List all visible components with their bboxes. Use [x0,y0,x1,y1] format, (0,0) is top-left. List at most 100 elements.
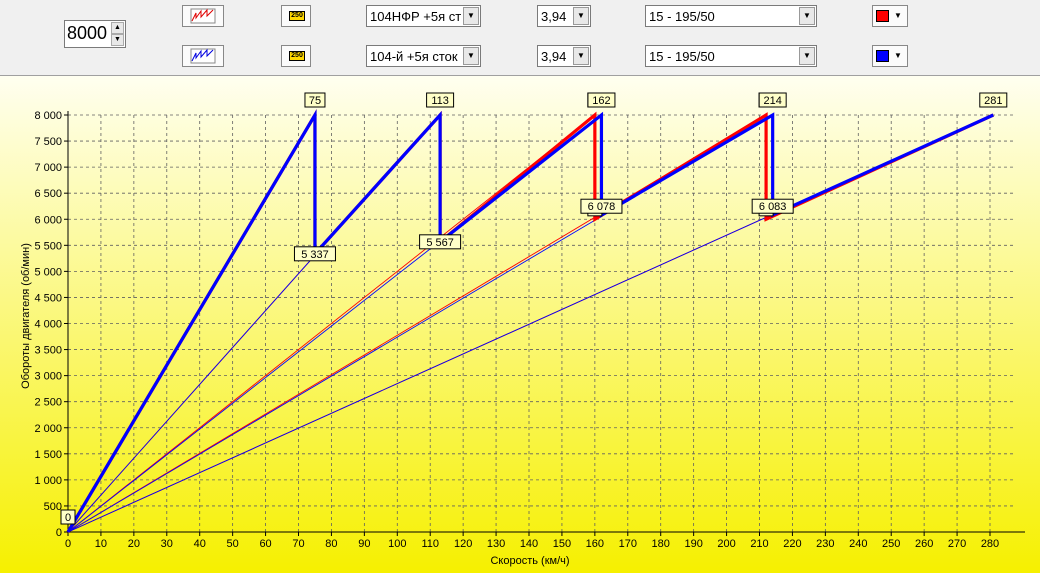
x-tick-label: 280 [981,538,999,550]
chart-background [0,76,1040,573]
gearbox-value-row1: 104НФР +5я ст [370,9,462,24]
x-tick-label: 70 [292,538,304,550]
tyre-value-row1: 15 - 195/50 [649,9,715,24]
max-rpm-spinner[interactable]: 8000 ▲ ▼ [64,20,126,48]
tyre-select-row1[interactable]: 15 - 195/50 ▼ [645,5,817,27]
x-tick-label: 120 [454,538,472,550]
y-tick-label: 2 000 [34,423,62,435]
data-label: 75 [304,92,326,108]
data-label-text: 214 [763,95,781,107]
x-tick-label: 180 [652,538,670,550]
ratio-line [67,114,596,533]
graph-button-row1[interactable] [182,5,224,27]
chevron-down-icon: ▼ [463,47,479,65]
y-tick-label: 4 500 [34,292,62,304]
y-tick-label: 8 000 [34,110,62,122]
x-tick-label: 30 [161,538,173,550]
chevron-down-icon: ▼ [799,47,815,65]
max-rpm-value: 8000 [67,23,108,43]
data-label-text: 281 [984,95,1002,107]
y-tick-label: 2 500 [34,397,62,409]
x-tick-label: 140 [520,538,538,550]
x-axis-ticks: 0 10 20 30 40 50 60 70 80 90 100 110 120 130 140 150 160… [65,532,999,550]
final-drive-select-row2[interactable]: 3,94 ▼ [537,45,591,67]
data-label: 0 [60,509,76,525]
data-label-box [587,92,616,108]
gear-ratio-chart: 0 10 20 30 40 50 60 70 80 90 100 110 120 130 140 150 160… [0,76,1040,573]
chevron-down-icon: ▼ [894,51,902,60]
x-tick-label: 100 [388,538,406,550]
chevron-down-icon: ▼ [573,7,589,25]
data-label-text: 5 337 [301,249,329,261]
gauge-button-row1[interactable]: 250 [281,5,311,27]
data-label-text: 6 078 [588,201,616,213]
data-label-text: 162 [592,95,610,107]
data-label: 113 [426,92,455,108]
color-picker-row2[interactable]: ▼ [872,45,908,67]
data-label-box [426,92,455,108]
tyre-value-row2: 15 - 195/50 [649,49,715,64]
data-label-box [419,234,462,250]
x-tick-label: 60 [259,538,271,550]
shift-path-series-2 [66,109,994,533]
data-label-box [751,198,794,214]
gearbox-select-row2[interactable]: 104-й +5я сток ▼ [366,45,481,67]
spin-down-icon[interactable]: ▼ [111,34,124,46]
x-tick-label: 50 [227,538,239,550]
data-label: 6 083 [751,198,794,214]
y-tick-label: 1 500 [34,449,62,461]
graph-button-row2[interactable] [182,45,224,67]
data-label: 5 337 [293,246,336,262]
graph-icon [190,48,216,64]
data-label-text: 113 [431,95,449,107]
x-tick-label: 150 [553,538,571,550]
gauge-icon: 250 [289,11,305,21]
spin-up-icon[interactable]: ▲ [111,22,124,34]
color-swatch-row2 [876,50,889,62]
data-label-box [580,198,623,214]
y-tick-label: 6 500 [34,188,62,200]
x-axis-label: Скорость (км/ч) [490,555,569,567]
final-drive-value-row2: 3,94 [541,49,567,64]
chevron-down-icon: ▼ [894,11,902,20]
data-label-box [293,246,336,262]
x-tick-label: 110 [421,538,439,550]
data-label-text: 0 [65,512,71,524]
x-tick-label: 40 [194,538,206,550]
data-label-box [979,92,1008,108]
tyre-select-row2[interactable]: 15 - 195/50 ▼ [645,45,817,67]
y-tick-label: 6 000 [34,214,62,226]
final-drive-select-row1[interactable]: 3,94 ▼ [537,5,591,27]
x-tick-label: 200 [717,538,735,550]
y-tick-label: 7 000 [34,162,62,174]
gearbox-select-row1[interactable]: 104НФР +5я ст ▼ [366,5,481,27]
x-tick-label: 260 [915,538,933,550]
gauge-button-row2[interactable]: 250 [281,45,311,67]
y-tick-label: 5 500 [34,240,62,252]
y-tick-label: 1 000 [34,475,62,487]
x-tick-label: 90 [358,538,370,550]
y-tick-label: 0 [56,527,62,539]
x-tick-label: 80 [325,538,337,550]
data-label-box [60,509,76,525]
x-tick-label: 240 [849,538,867,550]
toolbar: 8000 ▲ ▼ 250 104НФР +5я ст ▼ 3,94 ▼ 15 -… [0,0,1040,76]
y-axis-label: Обороты двигателя (об/мин) [20,243,32,389]
data-label: 214 [758,92,787,108]
x-tick-label: 230 [816,538,834,550]
data-label-box [304,92,326,108]
color-picker-row1[interactable]: ▼ [872,5,908,27]
x-tick-label: 210 [750,538,768,550]
y-tick-label: 500 [44,501,62,513]
y-tick-label: 5 000 [34,266,62,278]
y-tick-label: 3 500 [34,345,62,357]
grid [68,114,1015,532]
y-tick-label: 3 000 [34,371,62,383]
series-lines [66,109,994,533]
data-label-box [758,92,787,108]
data-label-text: 5 567 [426,237,454,249]
y-tick-label: 4 000 [34,319,62,331]
data-label: 5 567 [419,234,462,250]
